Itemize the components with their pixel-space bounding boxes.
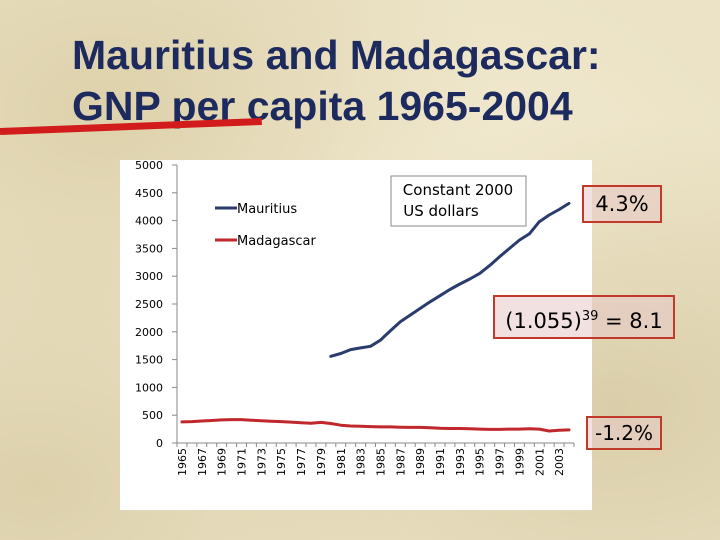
formula-exponent: 39 bbox=[581, 309, 599, 324]
mauritius-growth-callout: 4.3% bbox=[582, 185, 662, 223]
x-axis: 1965 1967 1969 1971 1973 1975 1977 1979 1981 1983… bbox=[176, 442, 575, 476]
y-tick-label: 3000 bbox=[135, 270, 163, 283]
y-tick-label: 2500 bbox=[135, 298, 163, 311]
legend-label-mauritius: Mauritius bbox=[237, 202, 297, 217]
x-tick-label: 1999 bbox=[513, 448, 526, 476]
y-tick-label: 3500 bbox=[135, 242, 163, 255]
x-tick-label: 1989 bbox=[414, 448, 427, 476]
x-tick-label: 1967 bbox=[196, 448, 209, 476]
slide-title: Mauritius and Madagascar: GNP per capita… bbox=[72, 30, 712, 132]
x-tick-label: 1985 bbox=[374, 448, 387, 476]
x-tick-label: 1973 bbox=[255, 448, 268, 476]
x-tick-label: 1981 bbox=[335, 448, 348, 476]
x-tick-label: 1995 bbox=[474, 448, 487, 476]
series-lines bbox=[180, 201, 571, 433]
units-label-line-1: Constant 2000 bbox=[403, 181, 513, 199]
y-tick-label: 4500 bbox=[135, 187, 163, 200]
units-box: Constant 2000 US dollars bbox=[390, 175, 527, 227]
x-tick-label: 1965 bbox=[176, 448, 189, 476]
title-line-1: Mauritius and Madagascar: bbox=[72, 32, 601, 78]
x-tick-label: 1971 bbox=[236, 448, 249, 476]
series-line-madagascar bbox=[180, 418, 571, 433]
x-tick-label: 1977 bbox=[295, 448, 308, 476]
x-tick-label: 2003 bbox=[553, 448, 566, 476]
formula-result: = 8.1 bbox=[598, 309, 663, 333]
series-line-mauritius bbox=[329, 201, 571, 358]
x-tick-label: 1975 bbox=[275, 448, 288, 476]
x-tick-label: 1991 bbox=[434, 448, 447, 476]
x-tick-label: 2001 bbox=[533, 448, 546, 476]
y-tick-label: 2000 bbox=[135, 326, 163, 339]
y-tick-label: 5000 bbox=[135, 159, 163, 172]
formula-base: (1.055) bbox=[505, 309, 582, 333]
y-tick-label: 1500 bbox=[135, 354, 163, 367]
growth-formula-callout: (1.055)39 = 8.1 bbox=[493, 295, 675, 339]
units-label-line-2: US dollars bbox=[403, 202, 479, 220]
legend: Mauritius Madagascar bbox=[215, 202, 317, 249]
madagascar-growth-callout: -1.2% bbox=[586, 416, 662, 450]
y-tick-label: 500 bbox=[142, 409, 163, 422]
x-tick-label: 1969 bbox=[216, 448, 229, 476]
x-tick-label: 1993 bbox=[454, 448, 467, 476]
y-tick-label: 1000 bbox=[135, 381, 163, 394]
x-tick-label: 1983 bbox=[355, 448, 368, 476]
x-tick-label: 1987 bbox=[394, 448, 407, 476]
legend-label-madagascar: Madagascar bbox=[237, 234, 317, 249]
y-axis: 0 500 1000 1500 2000 2500 3000 3500 4000 4500 5000 bbox=[135, 159, 178, 450]
x-tick-label: 1997 bbox=[494, 448, 507, 476]
y-tick-label: 4000 bbox=[135, 215, 163, 228]
y-tick-label: 0 bbox=[156, 437, 163, 450]
x-tick-label: 1979 bbox=[315, 448, 328, 476]
